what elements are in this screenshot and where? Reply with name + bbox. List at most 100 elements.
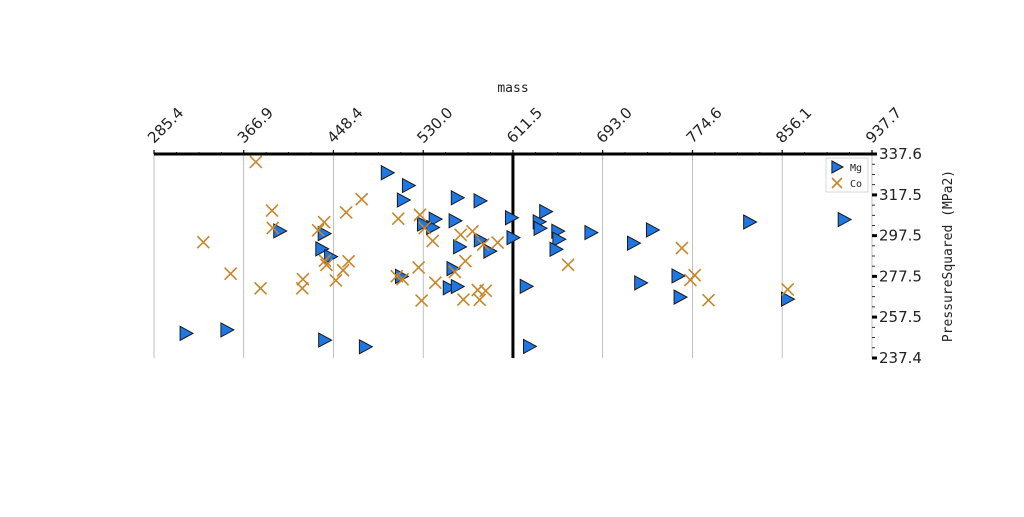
point-mg [506,229,521,246]
x-stroke [319,258,334,272]
point-co [317,215,331,229]
point-co [675,241,689,255]
x-stroke [265,204,279,218]
point-mg [533,220,549,237]
x-stroke [688,268,702,282]
point-co [265,204,279,218]
x-tick-label: 856.1 [772,104,815,147]
point-co [311,223,325,237]
x-stroke [473,293,487,307]
point-co [415,294,429,308]
x-stroke [561,258,575,272]
point-co [701,293,716,307]
point-mg [317,225,333,242]
point-co [342,254,356,268]
point-co [266,221,280,235]
point-co [412,260,426,274]
x-stroke [253,281,268,295]
x-stroke [342,254,356,268]
point-mg [380,164,396,181]
point-mg [584,224,599,241]
x-stroke [311,223,325,237]
point-mg [671,268,686,284]
x-stroke [196,235,210,249]
point-mg [837,211,853,228]
point-mg [315,241,330,257]
point-mg [273,223,288,239]
x-stroke [454,228,468,242]
x-stroke [831,177,843,189]
legend-label: Co [850,179,862,190]
x-stroke [426,234,440,248]
x-stroke [295,281,309,295]
point-co [426,234,440,248]
point-co [458,254,472,268]
x-stroke [465,224,480,238]
point-co [329,273,343,287]
x-stroke [413,208,427,222]
point-co [253,281,268,295]
point-co [336,263,350,277]
x-stroke [476,238,490,252]
x-stroke [329,273,343,287]
point-mg [428,211,444,227]
point-co [491,235,505,250]
point-mg [552,231,567,248]
point-co [448,265,462,279]
y-tick-label: 277.5 [879,267,922,285]
point-mg [523,338,538,355]
x-tick-label: 366.9 [234,104,277,147]
point-co [473,293,487,307]
point-co [781,282,795,296]
point-mg [627,235,642,252]
point-mg [673,289,689,305]
x-stroke [675,241,689,255]
x-stroke [391,212,405,226]
point-mg [473,192,489,209]
point-mg [743,214,758,230]
point-mg [358,338,374,355]
point-co [249,155,263,169]
point-co [561,258,575,272]
x-stroke [355,192,369,206]
x-stroke [395,272,410,286]
point-mg [179,325,195,342]
x-axis-title: mass [497,81,528,96]
point-co [465,224,480,238]
point-mg [549,241,565,258]
point-co [339,205,353,219]
point-co [456,293,470,307]
point-co [319,258,334,272]
point-mg [220,322,235,338]
point-mg [539,203,554,220]
point-co [454,228,468,242]
point-co [418,221,432,235]
x-stroke [415,294,429,308]
point-co [355,192,369,206]
x-stroke [336,263,350,277]
point-co [224,267,238,281]
x-stroke [412,260,426,274]
x-stroke [479,284,493,298]
x-stroke [701,293,716,307]
x-stroke [448,265,462,279]
point-mg [442,279,458,296]
legend-marker-mg [831,160,845,174]
x-stroke [249,155,263,169]
x-tick-label: 774.6 [683,104,726,147]
point-mg [634,275,649,291]
y-tick-label: 317.5 [879,186,922,204]
point-co [196,235,210,249]
legend: Mg Co [825,157,869,193]
data-points [179,155,853,355]
x-stroke [428,276,442,290]
x-stroke [418,221,432,235]
point-co [391,212,405,226]
point-co [688,268,702,282]
y-tick-label: 297.5 [879,227,922,245]
x-tick-label: 285.4 [144,104,187,147]
point-mg [448,212,464,229]
x-stroke [339,205,353,219]
point-mg [401,177,417,194]
point-mg [396,192,412,208]
